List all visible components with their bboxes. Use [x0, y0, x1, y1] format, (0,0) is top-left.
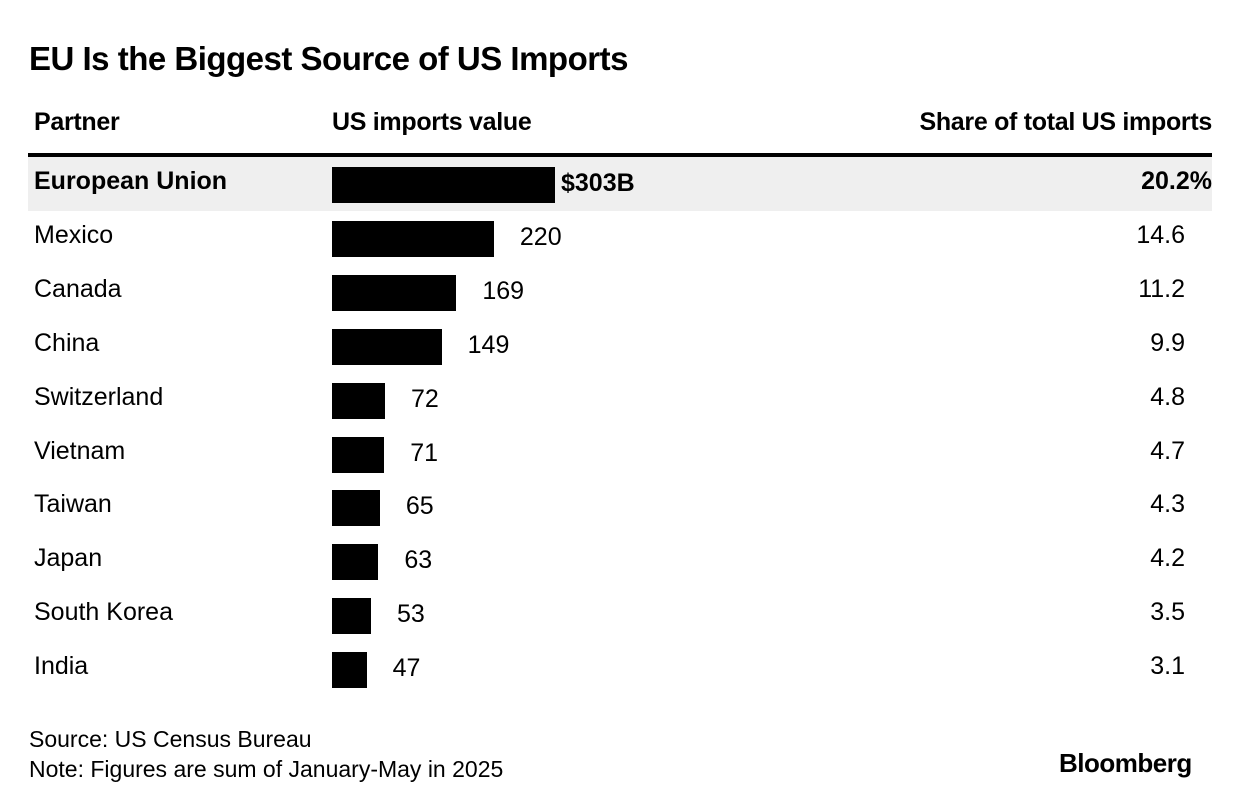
header-share: Share of total US imports	[919, 108, 1212, 136]
header-rule	[28, 153, 1212, 157]
table-row: Japan 63 4.2	[28, 534, 1212, 588]
share-label: 9.9	[1150, 328, 1185, 357]
value-label: 71	[410, 438, 439, 467]
share-label: 20.2%	[1141, 167, 1212, 195]
table-row: China 149 9.9	[28, 319, 1212, 373]
value-label: 53	[397, 600, 425, 629]
table-row: Taiwan 65 4.3	[28, 480, 1212, 534]
value-label: 63	[404, 546, 433, 575]
share-label: 4.7	[1150, 436, 1185, 465]
value-label: 47	[392, 654, 421, 683]
share-label: 4.3	[1150, 490, 1185, 519]
partner-label: European Union	[34, 167, 228, 195]
partner-label: Canada	[34, 274, 122, 303]
partner-label: India	[34, 652, 89, 681]
value-bar	[332, 328, 442, 365]
partner-label: Japan	[34, 544, 103, 573]
value-label: 72	[410, 384, 439, 413]
partner-label: Vietnam	[34, 436, 126, 465]
value-label: $303B	[561, 169, 635, 197]
partner-label: China	[34, 328, 100, 357]
table-row: Switzerland 72 4.8	[28, 373, 1212, 427]
table-row: Vietnam 71 4.7	[28, 427, 1212, 481]
table-row: European Union $303B 20.2%	[28, 157, 1212, 211]
share-label: 11.2	[1138, 274, 1185, 303]
source-note: Source: US Census Bureau	[29, 726, 312, 752]
chart-title: EU Is the Biggest Source of US Imports	[29, 40, 628, 77]
value-label: 169	[482, 276, 525, 305]
table-row: India 47 3.1	[28, 642, 1212, 696]
partner-label: Taiwan	[34, 490, 112, 519]
value-bar	[332, 544, 379, 581]
value-bar	[332, 220, 494, 257]
partner-label: South Korea	[34, 598, 173, 627]
value-label: 65	[405, 492, 434, 521]
share-label: 4.8	[1150, 382, 1185, 411]
value-bar	[332, 274, 457, 311]
value-bar	[332, 490, 380, 527]
value-bar	[332, 382, 385, 419]
value-label: 149	[467, 330, 510, 359]
share-label: 3.5	[1150, 598, 1185, 627]
partner-label: Mexico	[34, 220, 114, 249]
value-bar	[332, 598, 371, 635]
value-bar	[332, 652, 367, 689]
footnote: Note: Figures are sum of January-May in …	[29, 756, 504, 782]
table-row: South Korea 53 3.5	[28, 588, 1212, 642]
partner-label: Switzerland	[34, 382, 164, 411]
table-row: Canada 169 11.2	[28, 265, 1212, 319]
bloomberg-logo: Bloomberg	[1059, 748, 1192, 778]
share-label: 14.6	[1136, 220, 1185, 249]
value-bar	[332, 436, 385, 473]
share-label: 4.2	[1150, 544, 1185, 573]
header-partner: Partner	[34, 108, 120, 136]
share-label: 3.1	[1150, 652, 1185, 681]
value-label: 220	[519, 222, 562, 251]
header-value: US imports value	[332, 108, 532, 136]
table-row: Mexico 220 14.6	[28, 211, 1212, 265]
value-bar	[332, 167, 555, 203]
